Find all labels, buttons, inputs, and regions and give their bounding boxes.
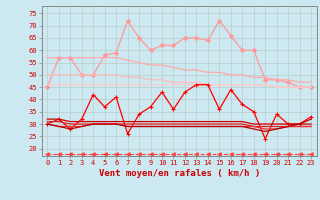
X-axis label: Vent moyen/en rafales ( km/h ): Vent moyen/en rafales ( km/h ) bbox=[99, 169, 260, 178]
